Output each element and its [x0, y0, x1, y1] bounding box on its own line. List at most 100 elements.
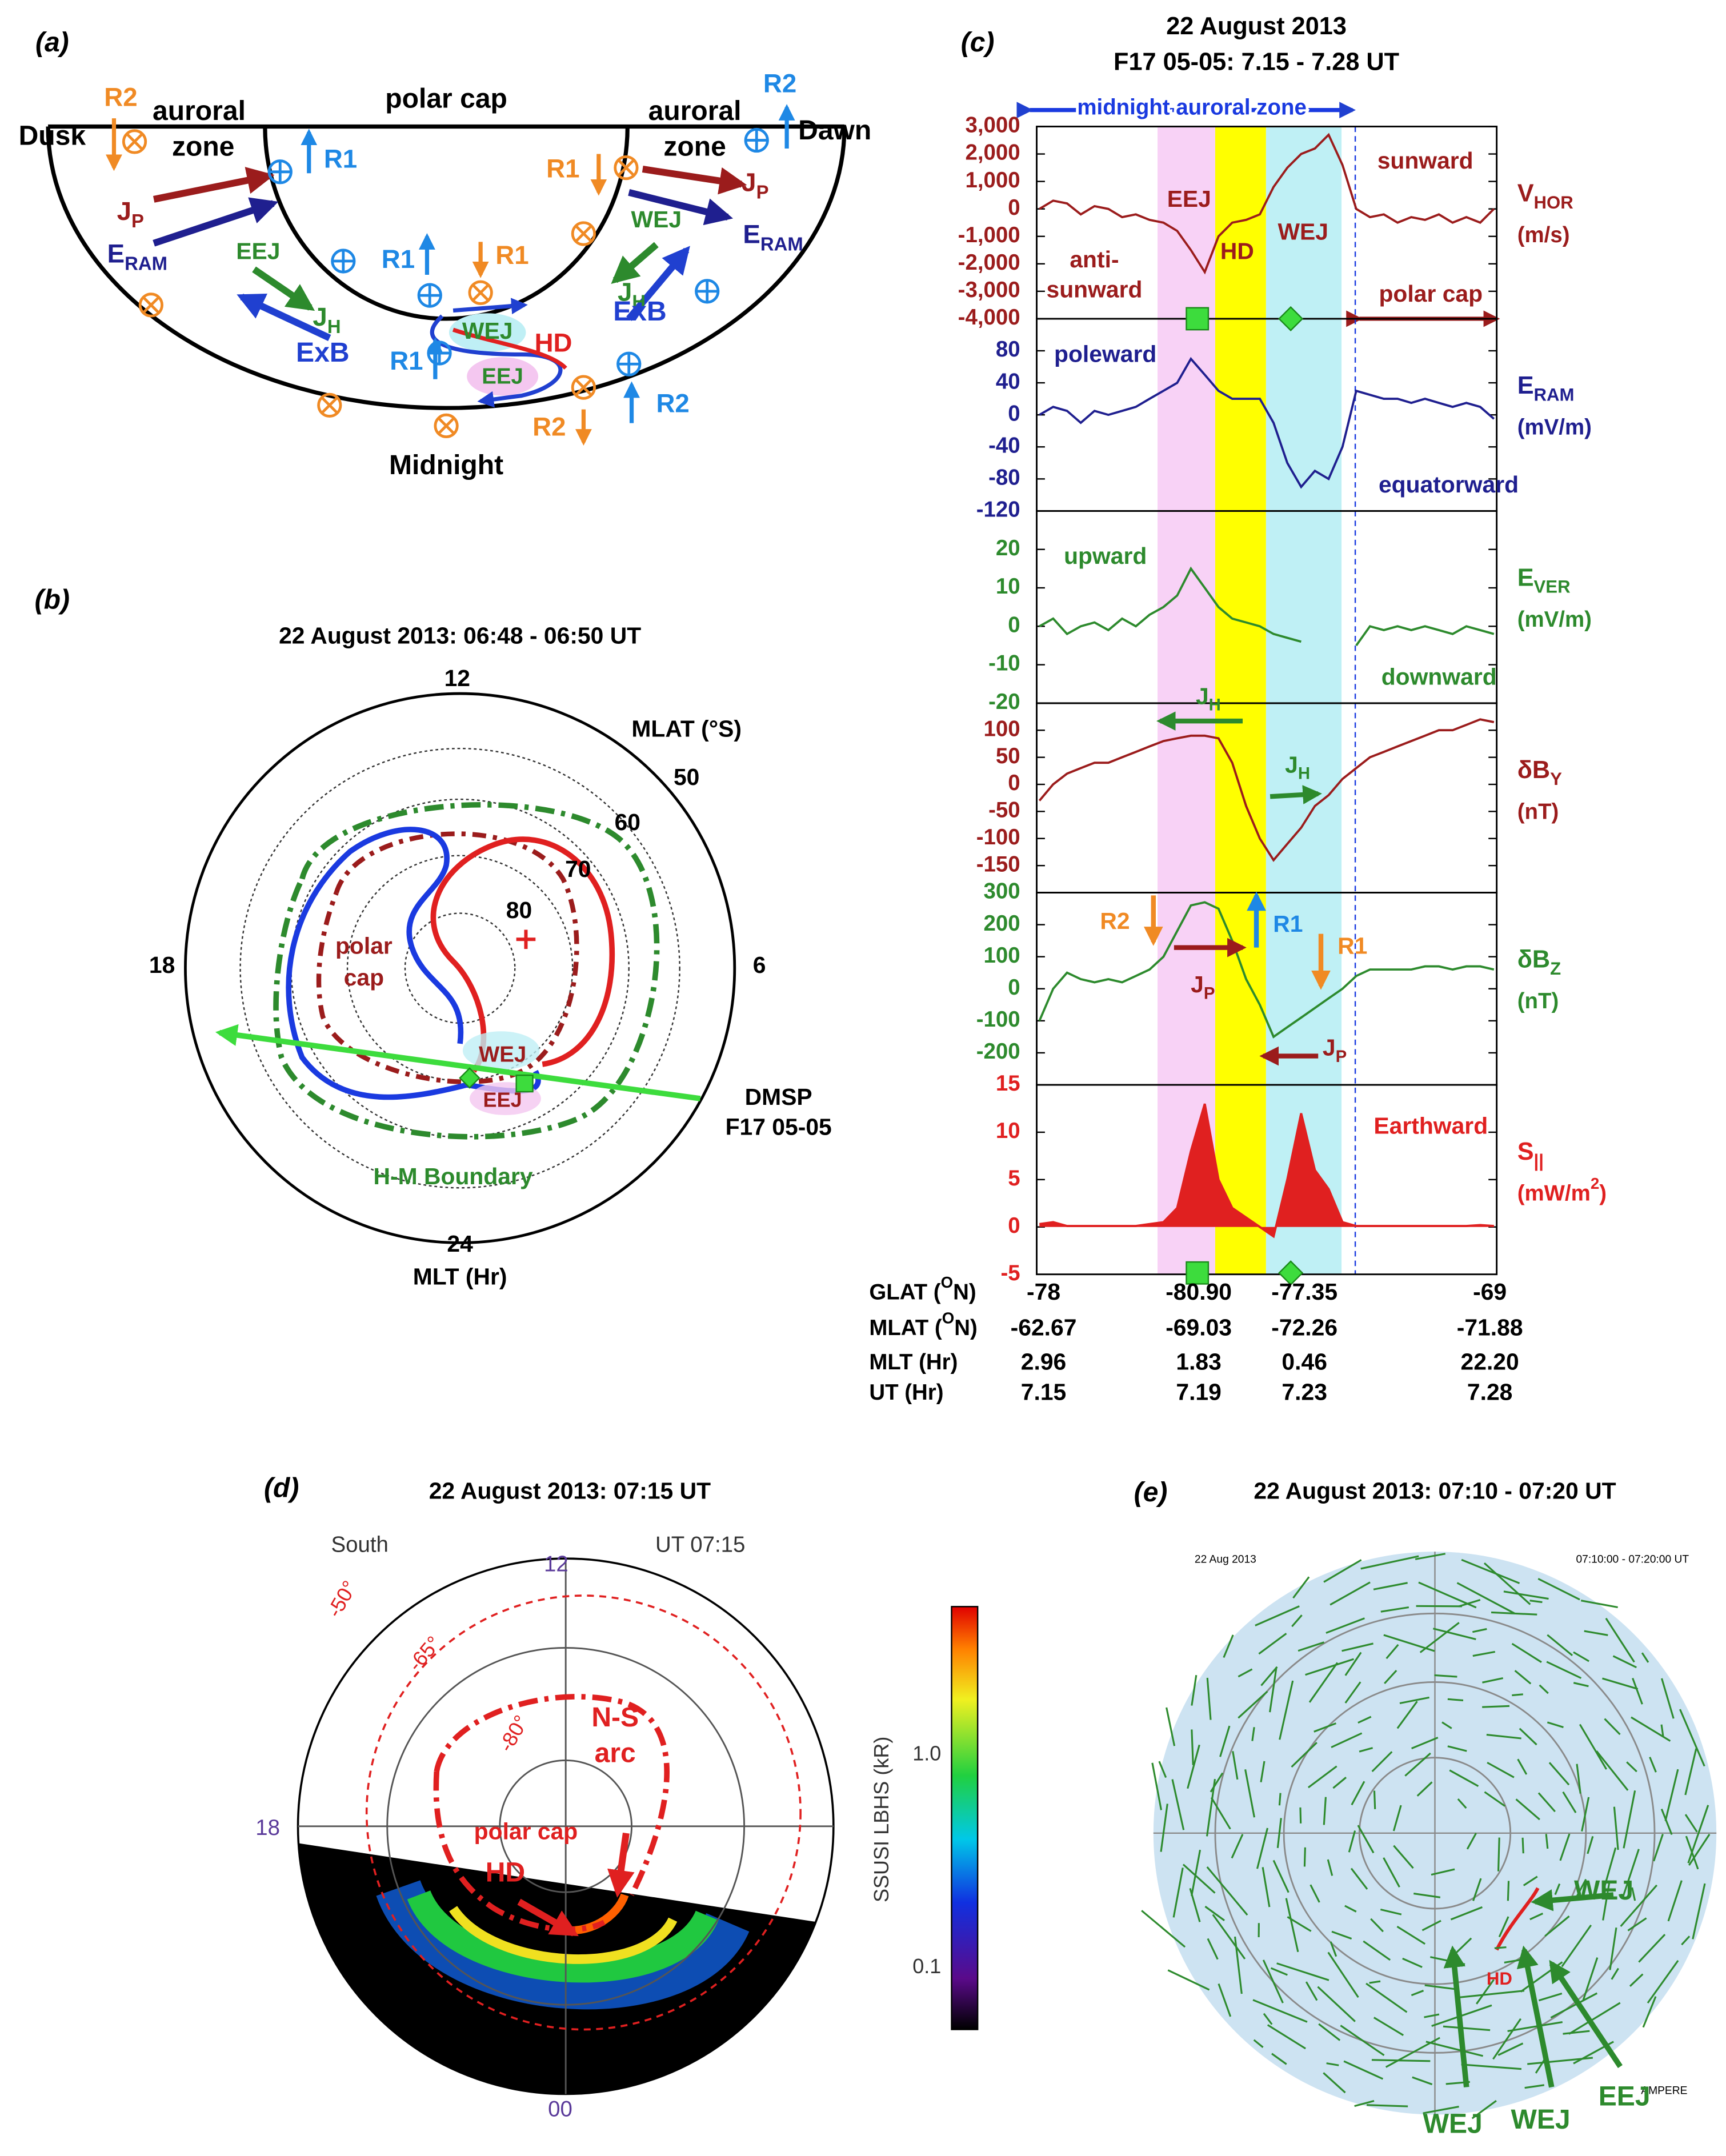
annotation: WEJ	[631, 206, 682, 233]
marker	[515, 1074, 534, 1093]
b-vector	[1318, 2023, 1341, 2041]
annotation-part: J	[1285, 751, 1298, 778]
b-vector	[1276, 1818, 1282, 1848]
y-tick-label: -50	[988, 798, 1020, 823]
annotation: JP	[1323, 1034, 1347, 1065]
b-vector	[1472, 1628, 1487, 1633]
current-in	[614, 155, 639, 181]
b-vector	[1279, 1680, 1294, 1740]
arrow	[1270, 785, 1322, 804]
panel-d-image	[297, 1557, 979, 2095]
b-vector	[1187, 1744, 1200, 1789]
panel-title: 22 August 2013: 07:15 UT	[429, 1478, 711, 1504]
b-vector	[1425, 2041, 1483, 2057]
b-vector	[1529, 1913, 1544, 1921]
row-label-part: N)	[954, 1316, 978, 1340]
y-tick-label: -200	[976, 1039, 1020, 1064]
symbol-ring	[468, 280, 493, 305]
y-tick-label: 100	[984, 716, 1020, 741]
b-vector	[1494, 1946, 1507, 1949]
mlt-label: 18	[255, 1816, 280, 1840]
b-vector	[1482, 1677, 1504, 1684]
b-vector	[1568, 2002, 1621, 2035]
annotation: JH	[1196, 683, 1221, 714]
arrow	[1531, 1889, 1614, 1911]
symbol-ring	[571, 221, 596, 246]
b-vector	[1604, 1718, 1621, 1736]
mlat-label: 80	[506, 897, 532, 923]
annotation: R2	[104, 82, 137, 111]
symbol-stroke	[746, 129, 768, 151]
y-tick-label: 0	[1008, 401, 1020, 426]
b-vector	[1524, 2084, 1545, 2089]
b-vector	[1323, 1797, 1327, 1825]
annotation: equatorward	[1379, 471, 1519, 498]
annotation-part: J	[1191, 971, 1204, 997]
b-vector	[1411, 1737, 1439, 1749]
panel-title: 22 August 2013: 06:48 - 06:50 UT	[279, 622, 641, 648]
y-tick-label: -10	[988, 651, 1020, 676]
b-vector	[1461, 1558, 1520, 1584]
b-vector	[1431, 1868, 1455, 1876]
b-vector	[1443, 2025, 1491, 2031]
plus	[516, 929, 536, 949]
annotation-part: H	[327, 316, 341, 337]
b-vector	[1550, 1992, 1598, 2019]
panel-label: (b)	[35, 584, 70, 615]
b-vector	[1415, 1553, 1446, 1560]
b-vector	[1449, 1769, 1479, 1788]
annotation: EEJ	[1167, 186, 1211, 212]
b-vector	[1692, 1883, 1706, 1939]
symbol-stroke	[269, 161, 291, 183]
b-vector	[1537, 1792, 1556, 1813]
symbol-stroke	[575, 379, 592, 396]
annotation: JP	[742, 167, 768, 202]
annotation: WEJ	[1423, 2108, 1483, 2139]
axis-unit: (mV/m)	[1517, 415, 1592, 439]
position-marker	[1278, 1260, 1304, 1286]
b-vector	[1251, 1727, 1255, 1741]
axis-unit-part: )	[1599, 1181, 1607, 1205]
b-vector	[1323, 2072, 1346, 2094]
current-out	[616, 351, 642, 376]
b-vector	[1207, 1938, 1219, 1960]
colorbar	[951, 1606, 979, 2030]
b-vector	[1511, 1642, 1542, 1663]
wej-region	[462, 1031, 540, 1070]
annotation: downward	[1381, 663, 1497, 690]
annotation: sunward	[1046, 276, 1142, 303]
row-label-part: N)	[953, 1280, 976, 1304]
b-vector	[1482, 1705, 1510, 1708]
b-vector	[1383, 1857, 1400, 1888]
row-value: -69	[1473, 1279, 1507, 1305]
annotation: JH	[313, 302, 341, 337]
row-value: 7.23	[1282, 1379, 1327, 1405]
b-vector	[1582, 1957, 1599, 2001]
row-value: -71.88	[1457, 1315, 1523, 1341]
row-value: -62.67	[1011, 1315, 1077, 1341]
small-text: 07:10:00 - 07:20:00 UT	[1576, 1554, 1689, 1566]
b-vector	[1206, 1866, 1248, 1916]
b-vector	[1332, 1777, 1347, 1789]
b-vector	[1498, 1916, 1509, 1938]
y-tick-label: 40	[996, 369, 1020, 394]
arrow	[517, 1898, 579, 1937]
axis-label: MLAT (°S)	[631, 716, 742, 742]
arrow	[626, 246, 690, 321]
axis-label-part: S	[1517, 1139, 1534, 1166]
time-band	[1266, 126, 1342, 1275]
b-vector	[1538, 1993, 1563, 2002]
polar-cap-boundary	[316, 831, 579, 1084]
b-vector	[1308, 1662, 1339, 1703]
annotation-part: J	[618, 278, 632, 307]
series-line	[1039, 1103, 1494, 1239]
annotation: EEJ	[236, 238, 280, 264]
annotation-part: J	[742, 167, 756, 197]
panel-title: 22 August 2013: 07:10 - 07:20 UT	[1254, 1478, 1616, 1504]
b-vector	[1331, 1732, 1363, 1749]
b-vector	[1447, 1745, 1467, 1752]
dmsp-track	[215, 1024, 701, 1101]
axis-label-part: RAM	[1534, 384, 1575, 404]
panel-e-map	[1141, 1552, 1717, 2119]
y-tick-label: 100	[984, 943, 1020, 968]
